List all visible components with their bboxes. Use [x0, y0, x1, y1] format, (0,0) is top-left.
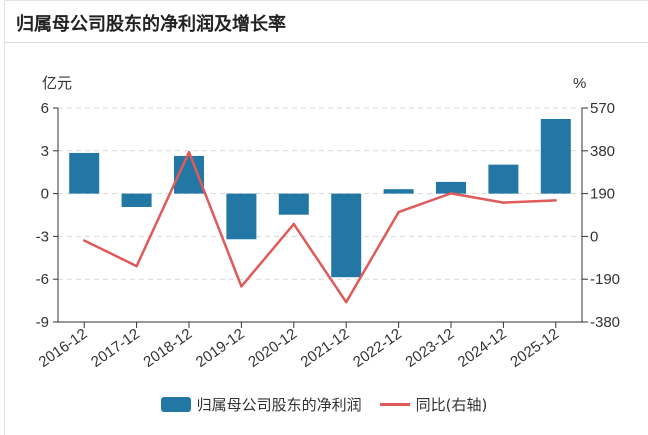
right-tick-label: 380 [590, 143, 615, 160]
chart-frame [4, 0, 648, 435]
x-tick-label: 2016-12 [36, 325, 91, 371]
line-point-yoy [397, 210, 400, 214]
right-tick-label: 190 [590, 186, 615, 203]
legend-label: 归属母公司股东的净利润 [196, 396, 362, 414]
x-tick-label: 2022-12 [350, 325, 405, 371]
legend-item-net-profit[interactable]: 归属母公司股东的净利润 [160, 394, 362, 415]
left-tick-label: -9 [36, 314, 49, 331]
bar-net-profit [383, 189, 414, 194]
right-tick-label: 0 [590, 228, 598, 245]
x-tick-label: 2023-12 [402, 325, 457, 371]
x-tick-label: 2025-12 [507, 325, 562, 371]
right-axis-label: % [573, 75, 586, 92]
chart-title: 归属母公司股东的净利润及增长率 [16, 14, 286, 35]
left-tick-label: -6 [36, 271, 49, 288]
right-tick-label: 570 [590, 100, 615, 117]
line-point-yoy [240, 285, 243, 288]
line-point-yoy [502, 201, 505, 204]
x-tick-label: 2021-12 [298, 325, 353, 371]
x-tick-label: 2024-12 [455, 325, 510, 371]
line-point-yoy [187, 150, 191, 154]
left-axis-label: 亿元 [42, 75, 72, 92]
line-point-yoy [292, 222, 295, 226]
x-tick-label: 2017-12 [88, 325, 143, 371]
bar-net-profit [436, 181, 466, 194]
line-point-yoy [83, 239, 86, 242]
right-tick-label: -380 [590, 314, 620, 331]
bar-net-profit [69, 152, 100, 194]
bar-net-profit [488, 164, 519, 194]
legend-bar-swatch [160, 397, 191, 412]
left-tick-label: 3 [41, 143, 49, 160]
x-tick-label: 2019-12 [193, 325, 248, 371]
line-yoy [83, 150, 556, 304]
bar-net-profit [121, 193, 152, 208]
line-point-yoy [135, 264, 138, 268]
bar-net-profit [540, 118, 571, 194]
legend-label: 同比(右轴) [415, 396, 488, 414]
title-divider [5, 42, 648, 43]
bar-net-profit [226, 193, 257, 240]
bar-net-profit [331, 193, 362, 278]
line-point-yoy [449, 192, 453, 195]
line-point-yoy [554, 199, 557, 202]
x-tick-label: 2018-12 [140, 325, 195, 371]
right-tick-label: -190 [590, 271, 620, 288]
left-tick-label: 6 [41, 100, 49, 117]
left-tick-label: -3 [36, 228, 49, 245]
legend: 归属母公司股东的净利润 同比(右轴) [0, 394, 648, 415]
left-tick-label: 0 [41, 186, 49, 203]
bar-net-profit [278, 193, 309, 215]
line-point-yoy [345, 300, 348, 304]
x-tick-label: 2020-12 [245, 325, 300, 371]
legend-line-swatch [379, 403, 410, 406]
legend-item-yoy[interactable]: 同比(右轴) [379, 394, 488, 415]
